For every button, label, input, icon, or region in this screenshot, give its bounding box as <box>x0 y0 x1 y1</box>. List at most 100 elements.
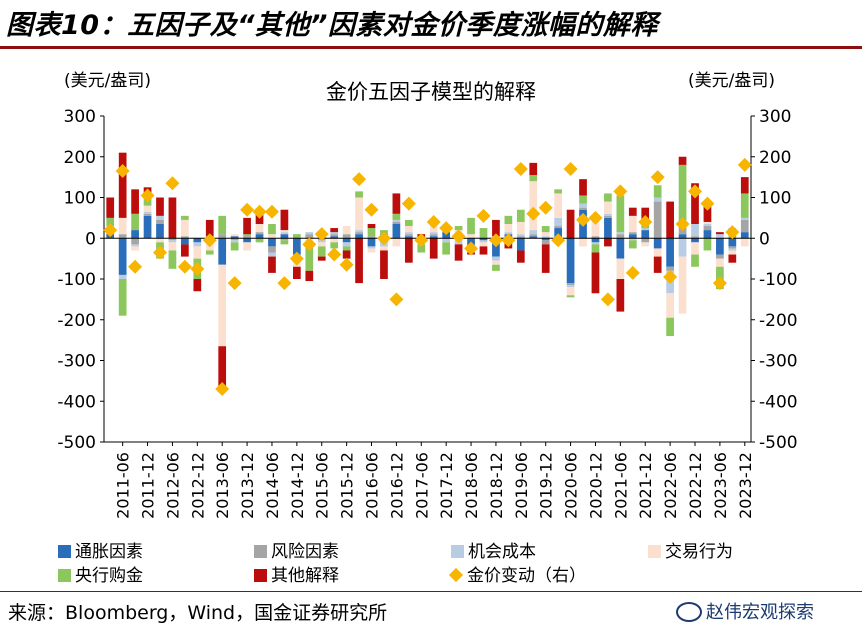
bar-segment <box>716 232 724 235</box>
bar-segment <box>118 217 127 235</box>
x-tick-label: 2012-12 <box>188 452 207 519</box>
bar-segment <box>143 213 152 216</box>
bar-segment <box>218 346 227 390</box>
bar-segment <box>218 238 227 265</box>
bar-segment <box>492 219 500 237</box>
left-y-tick-label: -400 <box>57 392 96 412</box>
bar-segment <box>230 236 239 239</box>
bar-segment <box>255 234 264 239</box>
gold-price-marker <box>563 161 578 176</box>
bar-segment <box>579 179 587 196</box>
gold-price-marker <box>277 276 292 291</box>
gold-price-marker <box>177 259 192 274</box>
bar-segment <box>280 234 289 239</box>
bar-segment <box>380 250 388 279</box>
bar-segment <box>740 238 749 247</box>
bar-segment <box>529 175 538 182</box>
bar-segment <box>653 201 662 239</box>
bar-segment <box>566 285 575 288</box>
bar-segment <box>678 234 687 239</box>
bar-segment <box>716 258 724 267</box>
legend-item-other: 其他解释 <box>254 561 339 586</box>
gold-price-marker <box>476 208 491 223</box>
gold-price-marker <box>650 170 665 185</box>
gold-price-marker <box>488 233 503 248</box>
x-tick-label: 2021-06 <box>611 452 630 519</box>
bar-segment <box>268 252 276 257</box>
bar-segment <box>467 234 475 239</box>
bar-segment <box>516 236 525 239</box>
bar-segment <box>156 219 164 224</box>
bar-segment <box>131 230 139 239</box>
bar-segment <box>703 226 712 231</box>
bar-segment <box>691 236 699 239</box>
x-tick-label: 2019-06 <box>512 452 531 519</box>
bar-segment <box>728 246 737 249</box>
bar-segment <box>516 234 525 237</box>
bar-segment <box>317 242 326 247</box>
bar-segment <box>317 256 326 261</box>
bar-segment <box>716 238 724 255</box>
bar-segment <box>516 209 525 222</box>
legend-label: 交易行为 <box>665 542 733 562</box>
bar-segment <box>143 211 152 214</box>
bar-segment <box>255 238 264 243</box>
gold-price-marker <box>152 245 167 260</box>
gold-price-marker <box>625 265 640 280</box>
gold-price-marker <box>376 231 391 246</box>
legend-item-inflation: 通胀因素 <box>58 537 143 562</box>
bar-segment <box>429 232 438 235</box>
bar-segment <box>678 256 687 314</box>
bar-segment <box>429 234 438 237</box>
title-rule <box>0 46 862 49</box>
bar-segment <box>541 244 550 273</box>
bar-segment <box>367 246 376 249</box>
bar-segment <box>653 256 662 273</box>
bar-segment <box>280 232 289 235</box>
bar-segment <box>205 219 214 237</box>
bar-segment <box>641 242 650 247</box>
bar-segment <box>579 238 587 247</box>
bar-segment <box>230 242 239 251</box>
bar-segment <box>367 236 376 239</box>
bar-segment <box>678 238 687 257</box>
bar-segment <box>156 238 164 243</box>
bar-segment <box>118 152 127 218</box>
bar-segment <box>653 185 662 198</box>
bar-segment <box>529 234 538 237</box>
bar-segment <box>330 234 339 237</box>
bar-segment <box>616 279 625 312</box>
bar-segment <box>417 244 426 253</box>
bar-segment <box>268 238 276 247</box>
bar-segment <box>342 242 351 247</box>
bar-segment <box>653 197 662 202</box>
left-y-tick-label: -100 <box>57 270 96 290</box>
bar-segment <box>666 201 674 239</box>
bar-segment <box>106 197 115 218</box>
gold-price-marker <box>451 229 466 244</box>
bar-segment <box>703 230 712 239</box>
bar-segment <box>131 238 139 245</box>
gold-price-marker <box>588 210 603 225</box>
bar-segment <box>641 228 650 231</box>
bar-segment <box>305 234 314 239</box>
gold-price-marker <box>327 247 342 262</box>
bar-segment <box>305 270 314 282</box>
wechat-icon <box>676 602 702 622</box>
x-tick-label: 2023-06 <box>711 452 730 519</box>
bar-segment <box>703 221 712 224</box>
x-tick-label: 2012-06 <box>163 452 182 519</box>
bar-segment <box>529 162 538 176</box>
bar-segment <box>579 207 587 210</box>
bar-segment <box>579 195 587 204</box>
bar-segment <box>404 232 413 235</box>
bar-segment <box>380 246 388 251</box>
left-y-tick-label: 200 <box>64 148 96 168</box>
bar-segment <box>579 203 587 208</box>
bar-segment <box>554 217 563 227</box>
bar-segment <box>156 215 164 220</box>
bar-segment <box>168 250 177 269</box>
x-tick-label: 2017-12 <box>437 452 456 519</box>
bar-segment <box>230 234 239 237</box>
bar-segment <box>355 232 363 235</box>
